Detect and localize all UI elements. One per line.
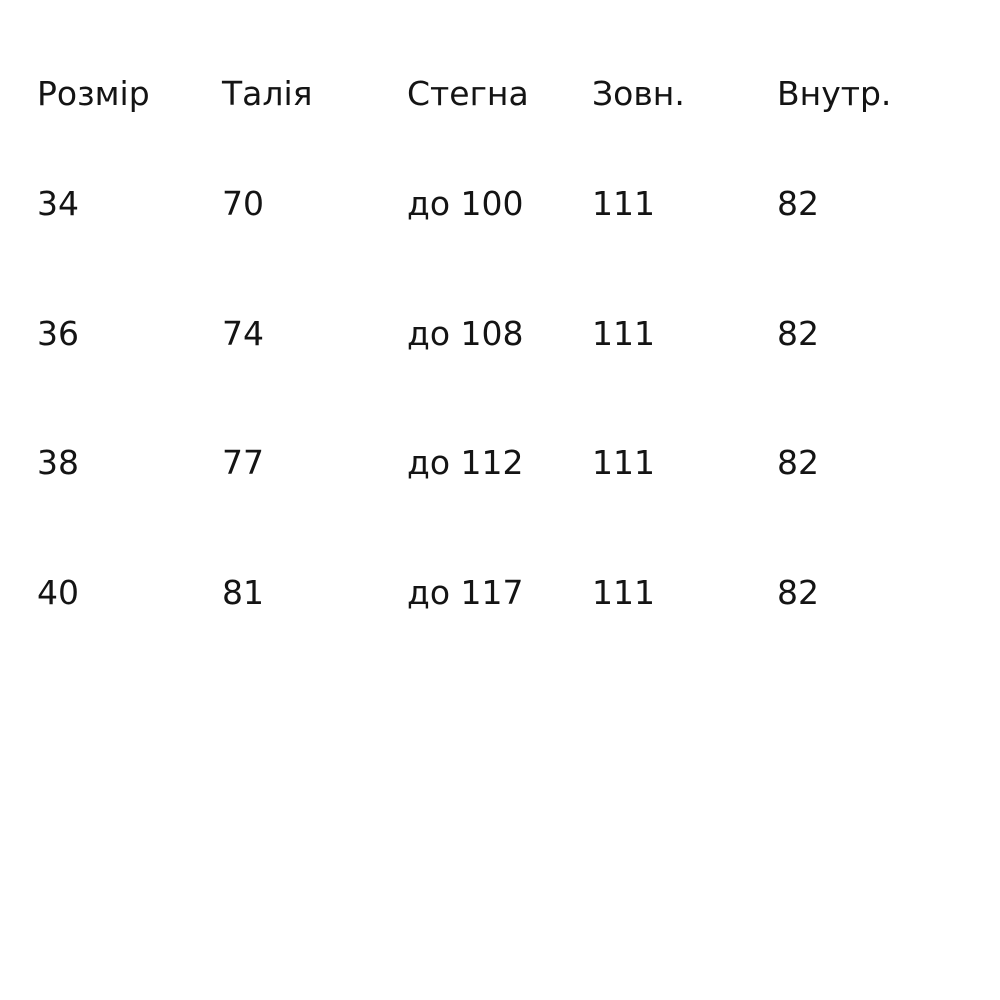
cell-inner: 82: [777, 184, 819, 223]
table-header-row: Розмір Талія Стегна Зовн. Внутр.: [37, 74, 962, 113]
cell-hips: до 108: [407, 314, 524, 353]
cell-outer: 111: [592, 573, 655, 612]
table-row: 36 74 до 108 111 82: [37, 314, 962, 353]
cell-waist: 74: [222, 314, 264, 353]
cell-size: 34: [37, 184, 79, 223]
cell-waist: 77: [222, 443, 264, 482]
cell-size: 36: [37, 314, 79, 353]
column-header-outer: Зовн.: [592, 74, 685, 113]
column-header-waist: Талія: [222, 74, 313, 113]
cell-outer: 111: [592, 443, 655, 482]
cell-inner: 82: [777, 573, 819, 612]
cell-waist: 70: [222, 184, 264, 223]
column-header-size: Розмір: [37, 74, 150, 113]
cell-inner: 82: [777, 443, 819, 482]
cell-size: 40: [37, 573, 79, 612]
cell-hips: до 117: [407, 573, 524, 612]
cell-hips: до 112: [407, 443, 524, 482]
table-row: 38 77 до 112 111 82: [37, 443, 962, 482]
cell-outer: 111: [592, 314, 655, 353]
table-row: 34 70 до 100 111 82: [37, 184, 962, 223]
cell-inner: 82: [777, 314, 819, 353]
cell-outer: 111: [592, 184, 655, 223]
column-header-hips: Стегна: [407, 74, 529, 113]
table-row: 40 81 до 117 111 82: [37, 573, 962, 612]
cell-hips: до 100: [407, 184, 524, 223]
column-header-inner: Внутр.: [777, 74, 892, 113]
cell-waist: 81: [222, 573, 264, 612]
cell-size: 38: [37, 443, 79, 482]
